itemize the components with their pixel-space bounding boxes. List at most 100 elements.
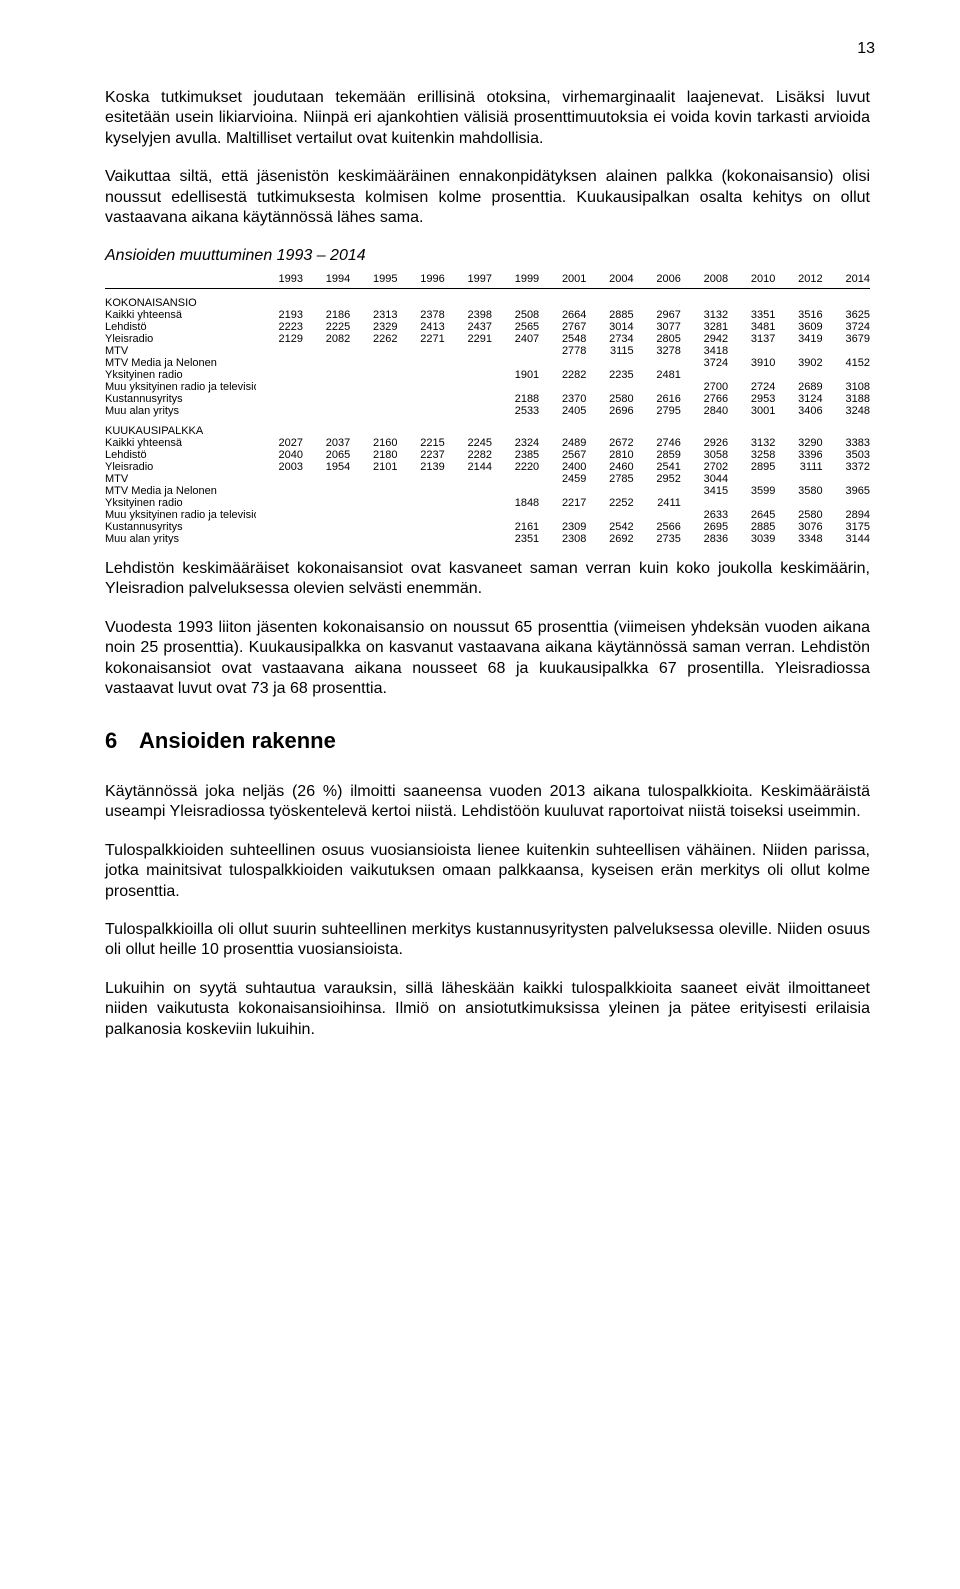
- cell-value: [350, 393, 397, 405]
- cell-value: 2324: [492, 437, 539, 449]
- cell-value: 3014: [586, 321, 633, 333]
- cell-value: [492, 381, 539, 393]
- cell-value: 3902: [775, 357, 822, 369]
- cell-value: [303, 393, 350, 405]
- cell-value: [634, 381, 681, 393]
- cell-value: 2645: [728, 509, 775, 521]
- cell-value: [539, 485, 586, 497]
- cell-value: 2508: [492, 309, 539, 321]
- cell-value: 2840: [681, 405, 728, 417]
- cell-value: 3039: [728, 533, 775, 545]
- cell-value: 2065: [303, 449, 350, 461]
- cell-value: 2700: [681, 381, 728, 393]
- cell-value: [445, 393, 492, 405]
- cell-value: 2695: [681, 521, 728, 533]
- cell-value: 2689: [775, 381, 822, 393]
- cell-value: [445, 497, 492, 509]
- cell-value: [303, 485, 350, 497]
- cell-value: 2895: [728, 461, 775, 473]
- table-row: Yleisradio212920822262227122912407254827…: [105, 333, 870, 345]
- cell-value: 2746: [634, 437, 681, 449]
- cell-value: [256, 357, 303, 369]
- cell-value: 2692: [586, 533, 633, 545]
- paragraph-4: Vuodesta 1993 liiton jäsenten kokonaisan…: [105, 618, 870, 700]
- cell-value: [397, 521, 444, 533]
- cell-value: 3599: [728, 485, 775, 497]
- row-label: Kustannusyritys: [105, 393, 256, 405]
- cell-value: 2489: [539, 437, 586, 449]
- year-header: 1997: [445, 271, 492, 289]
- cell-value: 2580: [586, 393, 633, 405]
- cell-value: [256, 521, 303, 533]
- cell-value: 2180: [350, 449, 397, 461]
- cell-value: 2220: [492, 461, 539, 473]
- cell-value: 3419: [775, 333, 822, 345]
- cell-value: 2245: [445, 437, 492, 449]
- cell-value: 3348: [775, 533, 822, 545]
- table-section-header: KUUKAUSIPALKKA: [105, 417, 870, 437]
- paragraph-6: Tulospalkkioiden suhteellinen osuus vuos…: [105, 841, 870, 902]
- cell-value: [397, 381, 444, 393]
- cell-value: 2785: [586, 473, 633, 485]
- cell-value: [445, 405, 492, 417]
- cell-value: 2664: [539, 309, 586, 321]
- year-header: 1999: [492, 271, 539, 289]
- cell-value: [397, 485, 444, 497]
- cell-value: 2734: [586, 333, 633, 345]
- cell-value: 3910: [728, 357, 775, 369]
- year-header: 2006: [634, 271, 681, 289]
- cell-value: 2696: [586, 405, 633, 417]
- cell-value: 2040: [256, 449, 303, 461]
- cell-value: 2567: [539, 449, 586, 461]
- year-header: 1995: [350, 271, 397, 289]
- paragraph-5: Käytännössä joka neljäs (26 %) ilmoitti …: [105, 782, 870, 823]
- cell-value: [634, 509, 681, 521]
- cell-value: [775, 497, 822, 509]
- cell-value: [492, 473, 539, 485]
- table-row: Lehdistö20402065218022372282238525672810…: [105, 449, 870, 461]
- cell-value: [350, 497, 397, 509]
- cell-value: [775, 473, 822, 485]
- cell-value: 2672: [586, 437, 633, 449]
- cell-value: 2885: [728, 521, 775, 533]
- table-row: Muu alan yritys2533240526962795284030013…: [105, 405, 870, 417]
- table-row: MTV2778311532783418: [105, 345, 870, 357]
- cell-value: 3415: [681, 485, 728, 497]
- cell-value: [350, 521, 397, 533]
- cell-value: [350, 533, 397, 545]
- cell-value: 2101: [350, 461, 397, 473]
- cell-value: 3058: [681, 449, 728, 461]
- cell-value: 3609: [775, 321, 822, 333]
- page-number: 13: [105, 40, 875, 58]
- cell-value: [681, 369, 728, 381]
- cell-value: 2271: [397, 333, 444, 345]
- cell-value: [397, 509, 444, 521]
- cell-value: [256, 393, 303, 405]
- cell-value: [256, 405, 303, 417]
- cell-value: [350, 509, 397, 521]
- cell-value: 2437: [445, 321, 492, 333]
- cell-value: 2805: [634, 333, 681, 345]
- cell-value: 3965: [823, 485, 870, 497]
- cell-value: 2193: [256, 309, 303, 321]
- cell-value: 3418: [681, 345, 728, 357]
- cell-value: 2235: [586, 369, 633, 381]
- year-header: 2001: [539, 271, 586, 289]
- cell-value: 2460: [586, 461, 633, 473]
- cell-value: 2481: [634, 369, 681, 381]
- cell-value: 2580: [775, 509, 822, 521]
- cell-value: 2160: [350, 437, 397, 449]
- cell-value: [539, 381, 586, 393]
- cell-value: [397, 497, 444, 509]
- cell-value: 3248: [823, 405, 870, 417]
- row-label: MTV: [105, 473, 256, 485]
- cell-value: [350, 369, 397, 381]
- cell-value: 2144: [445, 461, 492, 473]
- cell-value: 3001: [728, 405, 775, 417]
- cell-value: 2186: [303, 309, 350, 321]
- cell-value: [445, 473, 492, 485]
- year-header: 2004: [586, 271, 633, 289]
- cell-value: [728, 369, 775, 381]
- row-label: Yksityinen radio: [105, 369, 256, 381]
- cell-value: 3132: [681, 309, 728, 321]
